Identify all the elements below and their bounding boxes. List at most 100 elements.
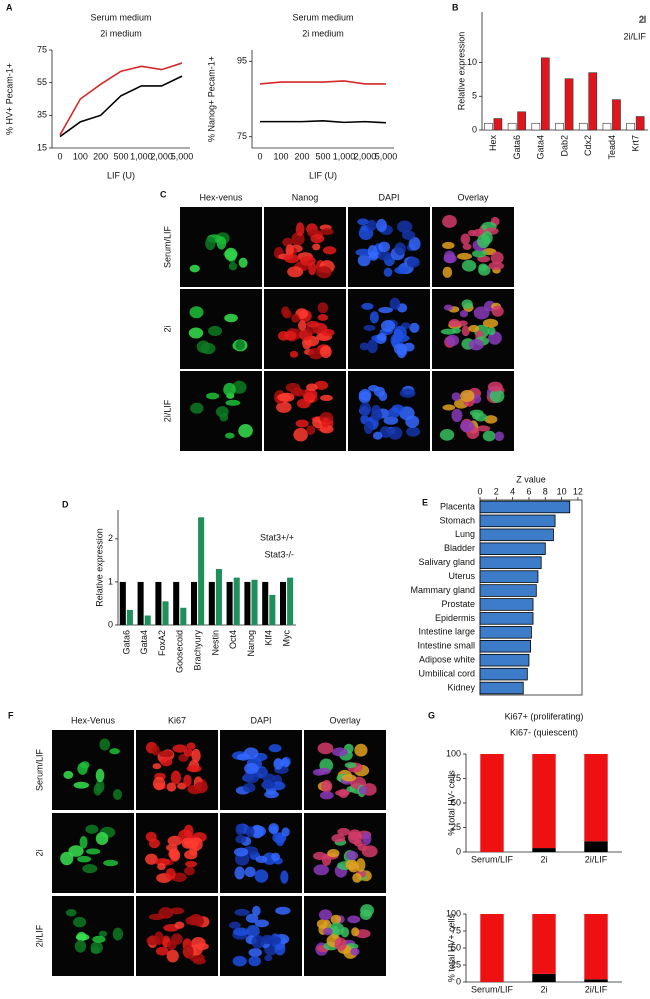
bar bbox=[480, 754, 504, 852]
cell-nucleus bbox=[341, 774, 357, 782]
cell-nucleus bbox=[353, 839, 363, 847]
bar bbox=[626, 122, 636, 131]
cell-nucleus bbox=[82, 864, 98, 874]
cell-nucleus bbox=[366, 219, 377, 231]
cell-nucleus bbox=[328, 922, 345, 936]
cell-nucleus bbox=[154, 858, 171, 866]
cell-nucleus bbox=[460, 389, 475, 402]
cell-nucleus bbox=[273, 758, 284, 770]
cell-nucleus bbox=[181, 837, 194, 849]
bar bbox=[279, 581, 287, 625]
cell-nucleus bbox=[448, 319, 461, 328]
cell-nucleus bbox=[268, 744, 282, 753]
cell-nucleus bbox=[242, 782, 256, 793]
cell-nucleus bbox=[335, 789, 350, 797]
cell-nucleus bbox=[238, 424, 253, 438]
y-tick-label: Kidney bbox=[447, 682, 475, 692]
cell-nucleus bbox=[243, 747, 259, 760]
y-tick-label: 35 bbox=[37, 110, 47, 120]
x-tick-label: Gata4 bbox=[139, 630, 149, 655]
bar bbox=[198, 517, 205, 625]
cell-nucleus bbox=[185, 860, 197, 868]
cell-nucleus bbox=[383, 267, 393, 277]
cell-nucleus bbox=[262, 773, 276, 783]
cell-nucleus bbox=[468, 324, 480, 333]
bar bbox=[479, 500, 571, 514]
cell-nucleus bbox=[184, 850, 198, 860]
bar bbox=[119, 581, 126, 625]
line bbox=[59, 62, 183, 136]
cell-nucleus bbox=[168, 848, 178, 859]
x-axis-label: LIF (U) bbox=[309, 170, 337, 180]
row-label: 2i/LIF bbox=[34, 924, 44, 947]
cell-nucleus bbox=[224, 313, 238, 323]
cell-nucleus bbox=[95, 779, 105, 793]
cell-nucleus bbox=[316, 266, 332, 279]
y-tick-label: Salivary gland bbox=[418, 557, 475, 567]
x-tick-label: 2 bbox=[494, 486, 499, 496]
cell-nucleus bbox=[409, 322, 420, 333]
legend-label: Ki67- (quiescent) bbox=[510, 727, 578, 737]
cell-nucleus bbox=[369, 311, 379, 324]
cell-nucleus bbox=[68, 845, 84, 857]
cell-nucleus bbox=[358, 785, 368, 795]
y-tick-label: 50 bbox=[451, 797, 461, 807]
line bbox=[260, 120, 387, 124]
y-tick-label: 55 bbox=[37, 77, 47, 87]
y-tick-label: 75 bbox=[37, 44, 47, 54]
cell-nucleus bbox=[346, 850, 359, 861]
bar bbox=[584, 754, 608, 842]
bar bbox=[173, 581, 180, 625]
cell-nucleus bbox=[285, 244, 294, 257]
bar bbox=[612, 99, 621, 131]
axis-line bbox=[51, 50, 190, 149]
cell-nucleus bbox=[245, 826, 255, 838]
cell-nucleus bbox=[109, 748, 120, 755]
bar bbox=[532, 754, 556, 849]
cell-nucleus bbox=[250, 824, 264, 839]
cell-nucleus bbox=[189, 953, 205, 962]
cell-nucleus bbox=[295, 419, 309, 428]
y-tick-label: Intestine small bbox=[417, 641, 475, 651]
cell-nucleus bbox=[406, 257, 420, 268]
y-tick-label: 25 bbox=[451, 822, 461, 832]
cell-nucleus bbox=[60, 851, 74, 866]
cell-nucleus bbox=[86, 848, 101, 855]
cell-nucleus bbox=[186, 765, 202, 773]
cell-nucleus bbox=[351, 927, 360, 937]
x-tick-label: 6 bbox=[526, 486, 531, 496]
cell-nucleus bbox=[228, 262, 238, 271]
y-axis-label: Relative expression bbox=[94, 528, 104, 607]
cell-nucleus bbox=[185, 916, 201, 926]
cell-nucleus bbox=[487, 381, 503, 392]
cell-nucleus bbox=[317, 767, 331, 775]
x-tick-label: 1,000 bbox=[130, 151, 153, 161]
bar bbox=[479, 626, 532, 639]
bar bbox=[208, 581, 215, 625]
column-header: Nanog bbox=[292, 192, 319, 202]
cell-nucleus bbox=[289, 350, 299, 358]
cell-nucleus bbox=[361, 302, 374, 310]
bar bbox=[493, 118, 503, 131]
cell-nucleus bbox=[443, 304, 453, 311]
cell-nucleus bbox=[184, 866, 195, 876]
bar bbox=[144, 615, 151, 625]
cell-nucleus bbox=[399, 388, 416, 398]
cell-nucleus bbox=[397, 220, 413, 233]
cell-nucleus bbox=[321, 328, 335, 337]
x-tick-label: 12 bbox=[573, 486, 583, 496]
bar bbox=[584, 841, 608, 852]
cell-nucleus bbox=[154, 931, 164, 946]
x-tick-label: 200 bbox=[93, 151, 108, 161]
y-tick-label: 2 bbox=[108, 533, 113, 543]
cell-nucleus bbox=[298, 320, 307, 331]
cell-nucleus bbox=[489, 389, 505, 403]
cell-nucleus bbox=[268, 823, 279, 834]
micrograph bbox=[52, 730, 134, 810]
cell-nucleus bbox=[261, 781, 276, 789]
x-tick-label: Brachyury bbox=[192, 630, 202, 671]
y-tick-label: 100 bbox=[446, 748, 461, 758]
bar bbox=[564, 78, 574, 131]
bar bbox=[555, 122, 564, 131]
cell-nucleus bbox=[208, 325, 223, 337]
